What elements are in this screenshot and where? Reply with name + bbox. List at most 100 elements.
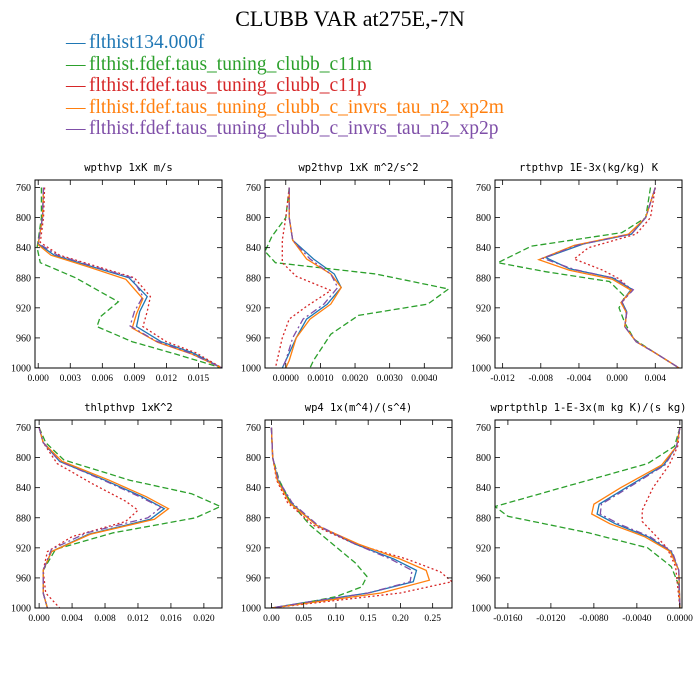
y-tick-label: 800: [246, 213, 261, 224]
series-line-red: [572, 187, 680, 368]
series-line-blue: [543, 187, 680, 368]
series-line-purple: [38, 427, 163, 608]
y-tick-label: 880: [16, 513, 31, 524]
chart-panel: wpthvp 1xK m/s76080084088092096010000.00…: [11, 162, 223, 384]
x-tick-label: 0.0030: [377, 374, 403, 384]
y-tick-label: 800: [476, 453, 491, 464]
y-tick-label: 880: [16, 273, 31, 284]
x-tick-label: 0.10: [328, 614, 345, 624]
y-tick-label: 760: [476, 423, 491, 434]
y-tick-label: 840: [476, 243, 491, 254]
y-tick-label: 920: [246, 543, 261, 554]
y-tick-label: 1000: [471, 604, 491, 615]
legend-swatch: —: [66, 75, 86, 96]
y-tick-label: 920: [476, 543, 491, 554]
x-tick-label: 0.008: [94, 614, 116, 624]
x-tick-label: -0.004: [567, 374, 592, 384]
chart-panel: rtpthvp 1E-3x(kg/kg) K 760 800 840 880 920 960…: [471, 162, 683, 384]
series-line-green: [38, 427, 222, 608]
series-line-blue: [270, 427, 418, 608]
panel-title: wp4 1x(m^4)/(s^4): [305, 402, 412, 414]
x-tick-label: -0.0040: [622, 614, 652, 624]
y-tick-label: 880: [246, 513, 261, 524]
legend-item: — flthist134.000f: [66, 32, 504, 54]
y-tick-label: 960: [16, 573, 31, 584]
panel-title: wp2thvp 1xK m^2/s^2: [298, 162, 418, 174]
series-line-orange: [590, 427, 681, 608]
series-line-purple: [37, 187, 222, 368]
y-tick-label: 920: [16, 303, 31, 314]
y-tick-label: 760: [246, 183, 261, 194]
x-tick-label: 0.25: [424, 614, 441, 624]
series-line-red: [641, 427, 681, 608]
y-tick-label: 840: [16, 483, 31, 494]
x-tick-label: 0.020: [193, 614, 215, 624]
y-tick-label: 880: [246, 273, 261, 284]
legend-label: flthist134.000f: [89, 32, 205, 53]
series-line-orange: [38, 427, 170, 608]
y-tick-label: 800: [16, 213, 31, 224]
y-tick-label: 760: [476, 183, 491, 194]
legend-label: flthist.fdef.taus_tuning_clubb_c_invrs_t…: [89, 96, 504, 118]
plot-frame: [264, 179, 453, 369]
y-tick-label: 840: [16, 243, 31, 254]
legend-item: — flthist.fdef.taus_tuning_clubb_c11p: [66, 75, 504, 97]
legend-item: — flthist.fdef.taus_tuning_clubb_c_invrs_…: [66, 97, 504, 119]
y-tick-label: 760: [16, 183, 31, 194]
series-line-red: [38, 427, 140, 608]
y-tick-label: 960: [16, 333, 31, 344]
y-tick-label: 840: [476, 483, 491, 494]
series-line-green: [495, 187, 680, 368]
series-line-purple: [281, 187, 339, 368]
legend-label: flthist.fdef.taus_tuning_clubb_c11m: [89, 53, 373, 75]
panel-title: rtpthvp 1E-3x(kg/kg) K: [519, 162, 659, 174]
x-tick-label: 0.0020: [342, 374, 368, 384]
series-line-red: [274, 187, 333, 368]
legend-label: flthist.fdef.taus_tuning_clubb_c11p: [89, 75, 367, 96]
legend-swatch: —: [66, 53, 86, 75]
x-tick-label: 0.004: [61, 614, 83, 624]
x-tick-label: 0.0010: [307, 374, 333, 384]
legend-swatch: —: [66, 96, 86, 118]
series-line-orange: [37, 187, 222, 368]
y-tick-label: 1000: [11, 364, 31, 375]
plot-frame: [494, 419, 683, 609]
x-tick-label: 0.05: [295, 614, 312, 624]
series-line-green: [495, 427, 681, 608]
y-tick-label: 960: [246, 333, 261, 344]
series-line-green: [270, 427, 368, 608]
y-tick-label: 920: [476, 303, 491, 314]
series-line-red: [39, 187, 222, 368]
y-tick-label: 800: [476, 213, 491, 224]
x-tick-label: 0.009: [124, 374, 146, 384]
plot-frame: [494, 179, 683, 369]
x-tick-label: 0.0000: [273, 374, 299, 384]
chart-panel: wp4 1x(m^4)/(s^4)76080084088092096010000…: [241, 402, 453, 624]
x-tick-label: 0.016: [160, 614, 182, 624]
y-tick-label: 1000: [241, 604, 261, 615]
y-tick-label: 1000: [471, 364, 491, 375]
x-tick-label: -0.0080: [579, 614, 609, 624]
panel-title: wprtpthlp 1-E-3x(m kg K)/(s kg): [491, 402, 687, 414]
y-tick-label: 1000: [11, 604, 31, 615]
legend: — flthist134.000f — flthist.fdef.taus_tuni…: [66, 32, 504, 140]
x-tick-label: 0.0040: [411, 374, 437, 384]
chart-panel: wprtpthlp 1-E-3x(m kg K)/(s kg)760 800 840…: [471, 402, 693, 624]
x-tick-label: 0.000: [28, 374, 50, 384]
series-line-purple: [599, 427, 681, 608]
x-tick-label: 0.20: [392, 614, 409, 624]
x-tick-label: 0.003: [60, 374, 82, 384]
y-tick-label: 800: [246, 453, 261, 464]
x-tick-label: 0.000: [28, 614, 50, 624]
x-tick-label: 0.0000: [667, 614, 693, 624]
series-line-purple: [540, 187, 680, 368]
y-tick-label: 840: [246, 483, 261, 494]
series-line-orange: [270, 427, 431, 608]
y-tick-label: 960: [476, 573, 491, 584]
y-tick-label: 840: [246, 243, 261, 254]
plot-frame: [34, 179, 223, 369]
legend-item: — flthist.fdef.taus_tuning_clubb_c11m: [66, 54, 504, 76]
panel-title: thlpthvp 1xK^2: [84, 402, 173, 414]
x-tick-label: 0.000: [606, 374, 628, 384]
